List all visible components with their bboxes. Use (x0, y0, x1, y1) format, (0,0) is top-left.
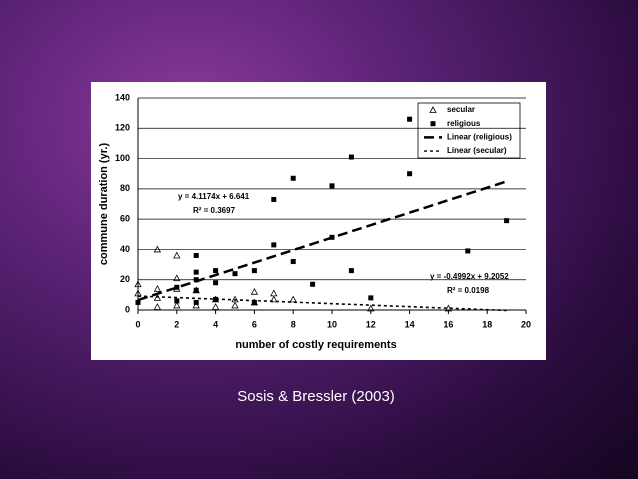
data-point (270, 295, 278, 303)
data-point (213, 296, 219, 302)
data-point (310, 281, 316, 287)
data-point (368, 295, 374, 301)
data-point (271, 196, 277, 202)
data-point (251, 299, 257, 305)
data-point (367, 304, 375, 312)
y-tick-label: 140 (115, 92, 130, 102)
data-point (173, 301, 181, 309)
x-tick-label: 18 (482, 319, 492, 329)
data-point (465, 248, 471, 254)
data-point (174, 284, 180, 290)
data-point (407, 116, 413, 122)
legend-label: Linear (religious) (447, 133, 512, 142)
data-point (213, 280, 219, 286)
data-point (193, 287, 199, 293)
data-point (153, 284, 162, 292)
x-tick-label: 12 (366, 319, 376, 329)
legend-label: religious (447, 119, 481, 128)
annotation: R² = 0.0198 (447, 286, 490, 295)
y-axis-label: commune duration (yr.) (98, 143, 110, 266)
data-point (271, 242, 277, 248)
data-point (173, 251, 181, 259)
y-tick-label: 120 (115, 123, 130, 133)
data-point (290, 259, 296, 265)
x-tick-label: 10 (327, 319, 337, 329)
legend-symbol (430, 121, 436, 127)
x-tick-label: 16 (443, 319, 453, 329)
data-point (232, 271, 238, 277)
trend-line (137, 295, 507, 312)
data-point (134, 289, 142, 297)
legend-label: secular (447, 105, 475, 114)
caption: Sosis & Bressler (2003) (237, 388, 395, 405)
data-point (290, 175, 296, 181)
data-point (348, 154, 354, 160)
data-point (193, 252, 199, 258)
data-point (134, 280, 142, 288)
annotation: R² = 0.3697 (193, 206, 236, 215)
annotation: y = -0.4992x + 9.2052 (430, 272, 509, 281)
y-tick-label: 100 (115, 153, 130, 163)
data-point (193, 277, 199, 283)
x-tick-label: 4 (213, 319, 218, 329)
data-point (193, 269, 199, 275)
data-point (329, 183, 335, 189)
data-point (193, 299, 199, 305)
x-tick-label: 8 (291, 319, 296, 329)
data-point (231, 301, 239, 309)
legend-symbol (429, 106, 437, 113)
data-point (192, 301, 200, 309)
y-tick-label: 60 (120, 214, 130, 224)
x-tick-label: 2 (174, 319, 179, 329)
data-point (251, 268, 257, 274)
trend-line (137, 180, 507, 302)
data-point (289, 295, 297, 303)
x-tick-label: 20 (521, 319, 531, 329)
data-point (213, 268, 219, 274)
data-point (211, 303, 220, 310)
data-point (407, 171, 413, 177)
x-axis-label: number of costly requirements (235, 339, 396, 351)
data-point (504, 218, 510, 224)
data-point (153, 303, 162, 310)
data-point (135, 299, 141, 305)
x-tick-label: 14 (405, 319, 415, 329)
y-tick-label: 80 (120, 183, 130, 193)
x-tick-label: 6 (252, 319, 257, 329)
annotation: y = 4.1174x + 6.641 (178, 192, 250, 201)
x-tick-label: 0 (135, 319, 140, 329)
data-point (250, 287, 259, 295)
data-point (173, 274, 181, 282)
data-point (348, 268, 354, 274)
data-point (174, 298, 180, 304)
data-point (153, 245, 162, 253)
legend-label: Linear (secular) (447, 146, 507, 155)
y-tick-label: 40 (120, 244, 130, 254)
y-tick-label: 0 (125, 304, 130, 314)
y-tick-label: 20 (120, 274, 130, 284)
